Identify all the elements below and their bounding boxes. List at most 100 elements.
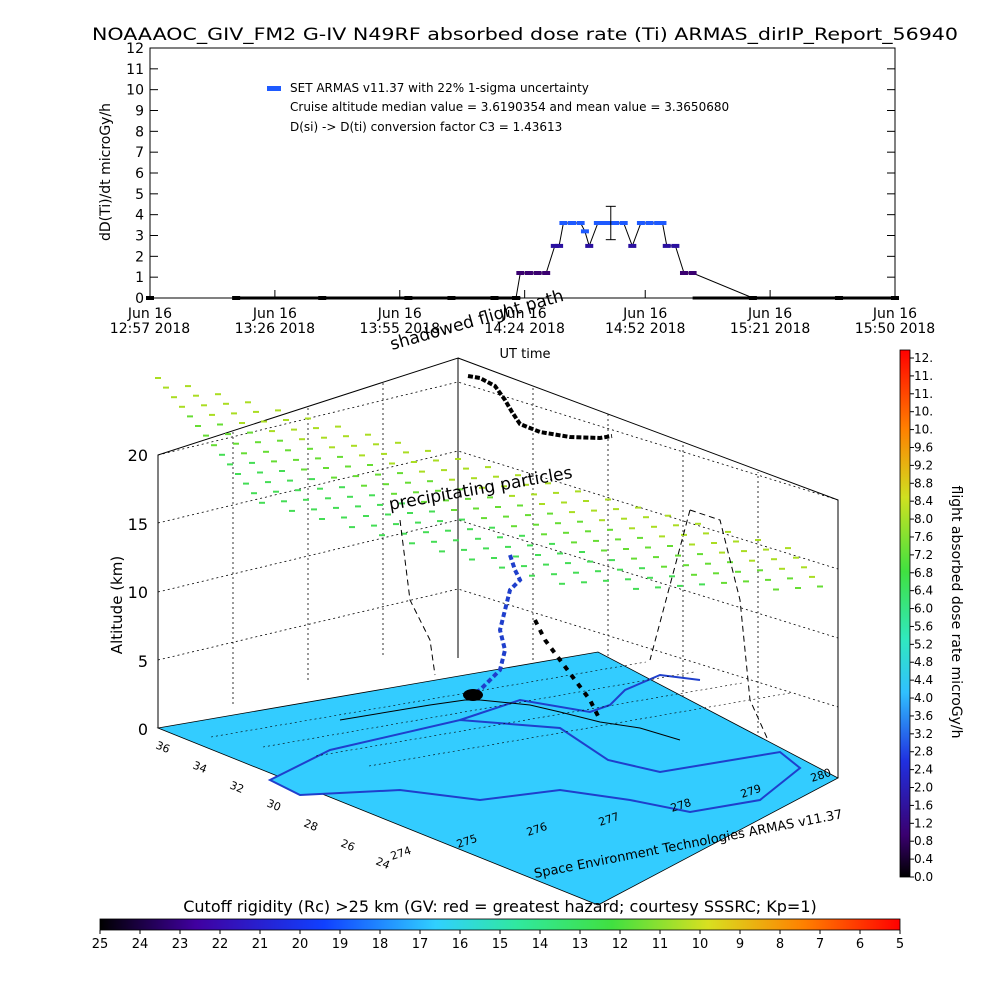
sea-region <box>267 718 802 814</box>
rigidity-colorbar-tick-label: 14 <box>532 937 549 952</box>
longitude-tick-label: 279 <box>739 782 763 801</box>
longitude-tick-label: 280 <box>809 766 833 785</box>
latitude-tick-label: 26 <box>339 837 357 854</box>
descent-path <box>469 554 523 697</box>
graticule-3 <box>315 682 743 757</box>
rigidity-colorbar: Cutoff rigidity (Rc) >25 km (GV: red = g… <box>92 897 904 952</box>
longitude-tick-label: 276 <box>525 820 549 839</box>
x-tick-label-day: Jun 16 <box>872 306 917 322</box>
rigidity-colorbar-tick-label: 6 <box>856 937 864 952</box>
y-tick-label: 11 <box>126 62 144 78</box>
altitude-tick-5: 5 <box>138 652 148 671</box>
annotation-precipitating: precipitating particles <box>387 463 574 515</box>
series-point <box>568 221 577 225</box>
series-point <box>524 271 533 275</box>
x-tick-label-time: 14:24 2018 <box>484 321 564 337</box>
rigidity-colorbar-tick-label: 15 <box>492 937 509 952</box>
dashed-drop-right <box>689 509 769 741</box>
series-point <box>542 271 551 275</box>
dose-colorbar-tick-label: 3.2 <box>914 727 933 741</box>
altitude-tick-20: 20 <box>128 446 148 465</box>
dose-colorbar-ticks: 12. 11. 11. 10. 10. 9.6 9.2 8.8 8.4 8.0 7.6 7.2 6.8 6… <box>910 351 933 884</box>
rigidity-colorbar-tick-label: 18 <box>372 937 389 952</box>
altitude-tick-15: 15 <box>128 515 148 534</box>
rigidity-colorbar-tick-label: 11 <box>652 937 669 952</box>
y-tick-label: 5 <box>135 187 144 203</box>
dose-colorbar-tick-label: 12. <box>914 351 933 365</box>
dose-colorbar-tick-label: 3.6 <box>914 709 933 723</box>
legend-entry-1: SET ARMAS v11.37 with 22% 1-sigma uncert… <box>290 81 589 95</box>
x-tick-label-time: 13:55 2018 <box>360 321 440 337</box>
longitude-tick-label: 274 <box>389 844 413 863</box>
dose-colorbar-label: flight absorbed dose rate microGy/h <box>948 486 964 739</box>
legend: SET ARMAS v11.37 with 22% 1-sigma uncert… <box>267 81 729 134</box>
dose-colorbar-tick-label: 10. <box>914 423 933 437</box>
rigidity-colorbar-ticks: 25 24 23 22 21 20 19 18 17 16 15 14 13 12 11 10 9 8 7 6 5 <box>92 930 904 952</box>
rigidity-colorbar-bar <box>99 918 901 931</box>
dose-colorbar-tick-label: 0.0 <box>914 870 933 884</box>
dose-colorbar-tick-label: 6.0 <box>914 602 933 616</box>
y-tick-label: 7 <box>135 145 144 161</box>
dose-colorbar-tick-label: 0.4 <box>914 852 933 866</box>
dose-colorbar-tick-label: 7.6 <box>914 530 933 544</box>
airport-marks <box>463 689 483 701</box>
dose-colorbar-tick-label: 8.8 <box>914 476 933 490</box>
series-point <box>559 221 568 225</box>
series-point <box>593 221 602 225</box>
dose-colorbar-tick-label: 0.8 <box>914 834 933 848</box>
longitude-ticks: 274 275 276 277 278 279 280 <box>389 766 833 863</box>
rigidity-colorbar-tick-label: 13 <box>572 937 589 952</box>
series-point <box>645 221 654 225</box>
rigidity-colorbar-tick-label: 19 <box>332 937 349 952</box>
graticule-4 <box>368 692 791 767</box>
path-shadow <box>339 699 681 741</box>
rigidity-colorbar-tick-label: 25 <box>92 937 109 952</box>
x-tick-label-day: Jun 16 <box>622 306 667 322</box>
y-tick-label: 0 <box>135 291 144 307</box>
longitude-tick-label: 277 <box>597 810 621 829</box>
rigidity-colorbar-tick-label: 16 <box>452 937 469 952</box>
dose-colorbar-tick-label: 11. <box>914 369 933 383</box>
dose-colorbar-tick-label: 10. <box>914 405 933 419</box>
coastline <box>459 673 701 721</box>
series-point <box>679 271 688 275</box>
dose-colorbar-tick-label: 2.0 <box>914 781 933 795</box>
series-line <box>150 222 895 299</box>
series-point <box>533 271 542 275</box>
altitude-tick-10: 10 <box>128 583 148 602</box>
dose-colorbar-tick-label: 9.2 <box>914 458 933 472</box>
series-point <box>628 243 637 248</box>
series-point <box>619 221 628 225</box>
y-tick-label: 4 <box>135 208 144 224</box>
series-point <box>654 221 663 225</box>
rigidity-colorbar-tick-label: 12 <box>612 937 629 952</box>
latitude-tick-label: 28 <box>302 817 320 834</box>
rigidity-colorbar-tick-label: 21 <box>252 937 269 952</box>
y-tick-label: 6 <box>135 166 144 182</box>
rigidity-colorbar-tick-label: 7 <box>816 937 824 952</box>
x-tick-label-day: Jun 16 <box>252 306 297 322</box>
rigidity-colorbar-tick-label: 20 <box>292 937 309 952</box>
rigidity-colorbar-tick-label: 24 <box>132 937 149 952</box>
dose-colorbar-tick-label: 4.8 <box>914 655 933 669</box>
perspective-map: 0 5 10 15 20 Altitude (km) shadowed flig… <box>108 286 844 906</box>
dose-colorbar-tick-label: 2.8 <box>914 745 933 759</box>
latitude-tick-label: 36 <box>154 739 172 756</box>
series-point <box>576 221 585 225</box>
rigidity-colorbar-tick-label: 23 <box>172 937 189 952</box>
series-point <box>550 243 559 248</box>
x-tick-label-time: 15:50 2018 <box>855 321 935 337</box>
dashed-drop-left <box>399 519 436 676</box>
series-point <box>580 229 589 234</box>
dose-colorbar-tick-label: 7.2 <box>914 548 933 562</box>
rigidity-colorbar-tick-label: 22 <box>212 937 229 952</box>
dose-colorbar-tick-label: 1.6 <box>914 798 933 812</box>
y-axis-label: dD(Ti)/dt microGy/h <box>98 103 114 241</box>
series-point <box>555 243 564 248</box>
y-tick-label: 1 <box>135 270 144 286</box>
airport-cluster <box>463 689 483 701</box>
dose-colorbar-tick-label: 5.2 <box>914 637 933 651</box>
